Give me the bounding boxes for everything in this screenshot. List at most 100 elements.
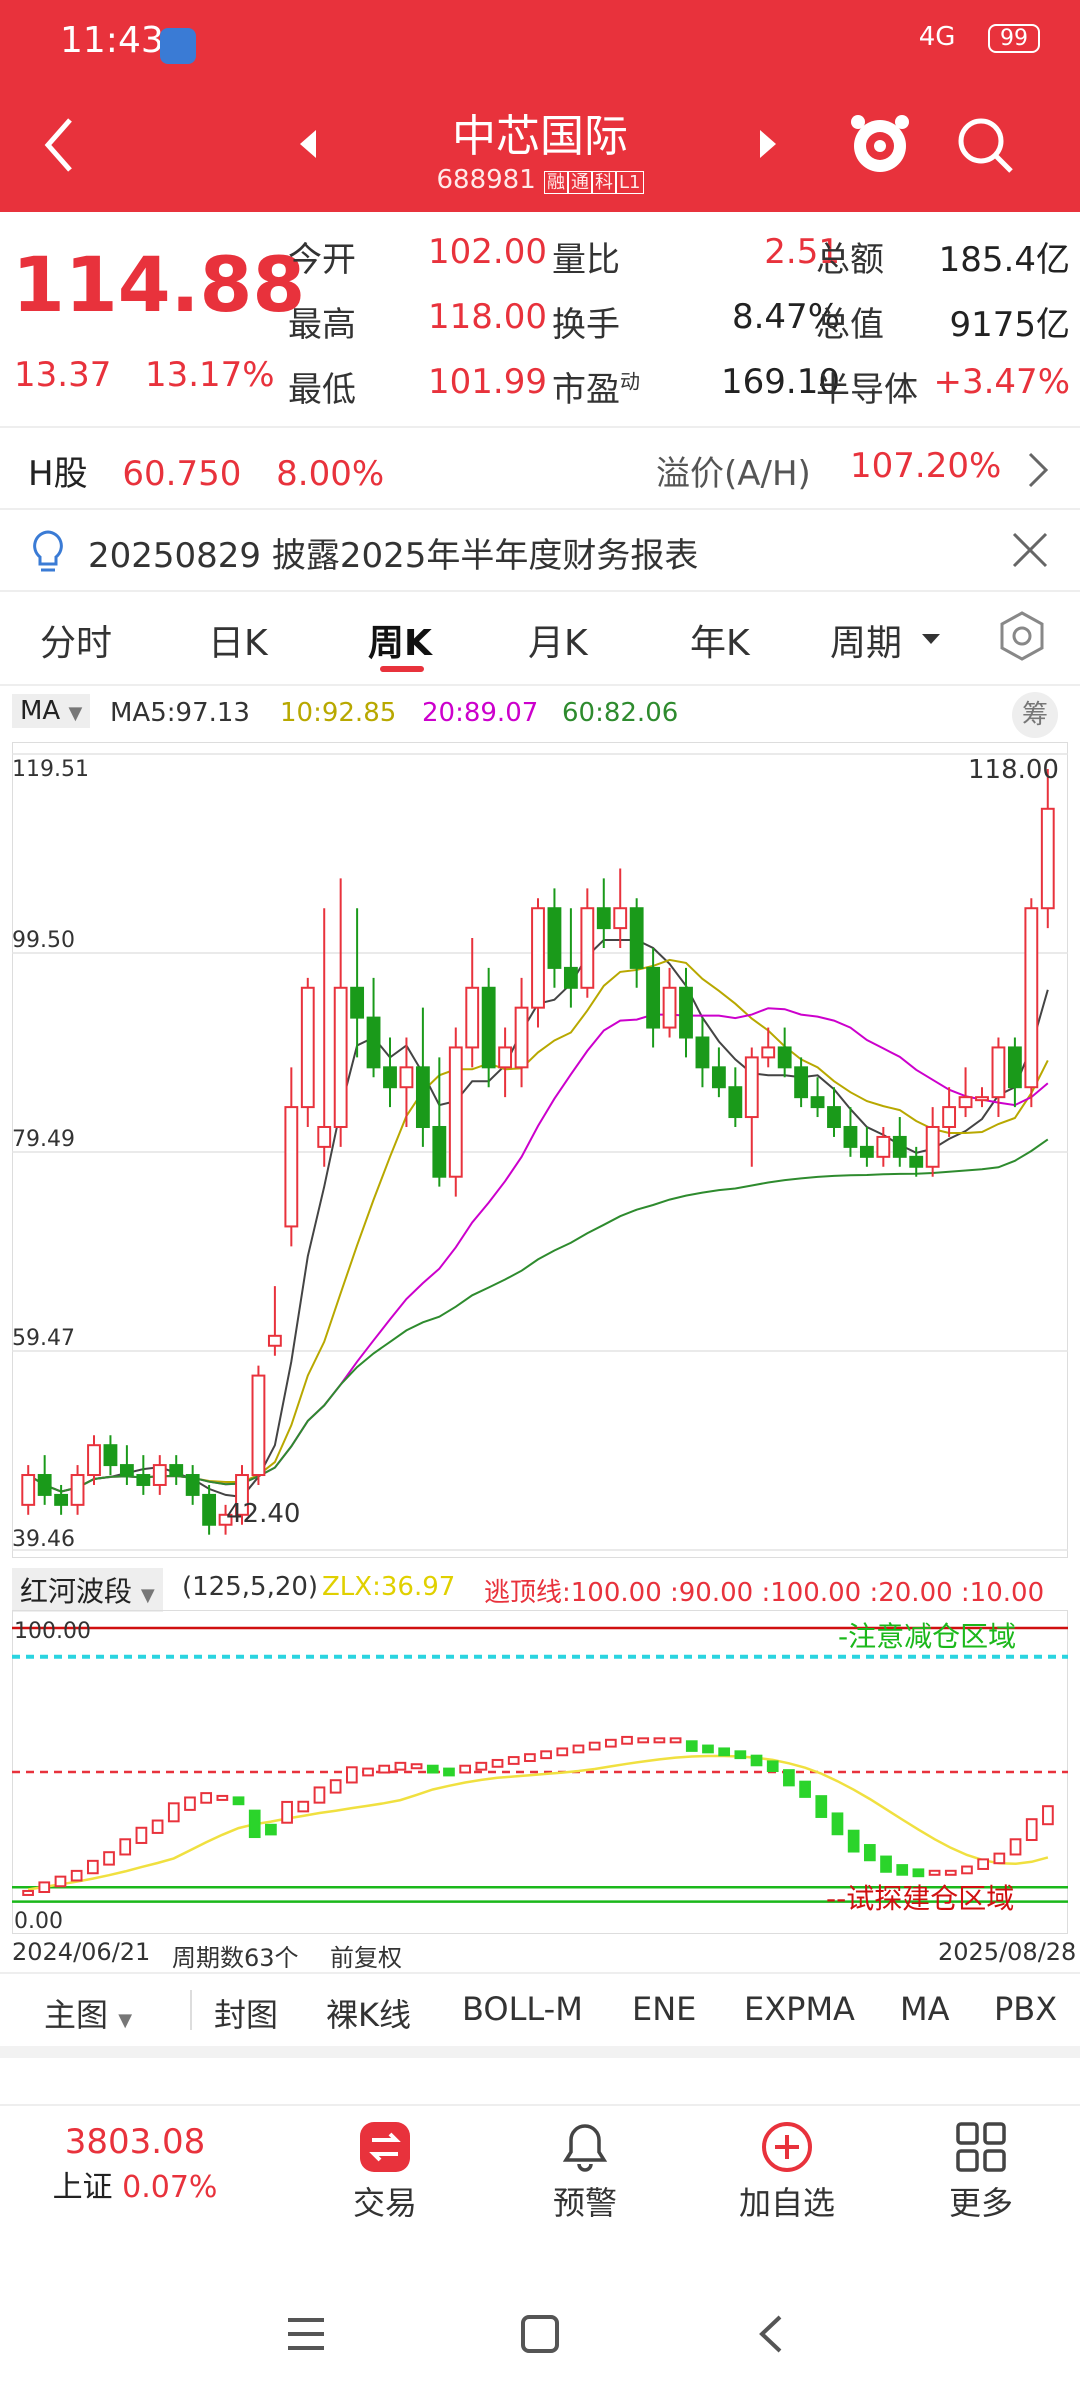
candle-body: [892, 1135, 907, 1158]
add-circle-icon: [762, 2122, 812, 2172]
indicator-bar: [378, 1764, 391, 1774]
candlestick-chart[interactable]: 119.51 99.50 79.49 59.47 39.46 118.00 42.40: [12, 742, 1068, 1558]
candle-body: [448, 1046, 463, 1178]
label-pe: 市盈动: [552, 362, 640, 411]
candle-body: [744, 1056, 759, 1119]
candle: [728, 1067, 743, 1127]
candle: [744, 1047, 759, 1167]
app-notification-icon: [160, 28, 196, 64]
indicator-bar: [604, 1738, 617, 1748]
candle: [267, 1286, 282, 1356]
price-change: 13.37 13.17%: [14, 355, 275, 395]
menu-icon[interactable]: [286, 2316, 326, 2352]
tab-period[interactable]: 周期: [830, 623, 903, 664]
indicator-bar: [685, 1740, 698, 1752]
stock-code: 688981: [436, 165, 536, 195]
candle: [613, 868, 628, 949]
nav-more[interactable]: 更多: [926, 2120, 1036, 2224]
indicator-selector[interactable]: 红河波段 ▼: [12, 1568, 163, 1612]
divider: [0, 590, 1080, 592]
build-position-label: --试探建仓区域: [826, 1882, 1014, 1915]
candle-body: [646, 966, 661, 1029]
candle-body: [432, 1125, 447, 1178]
index-widget[interactable]: 3803.08 上证 0.07%: [40, 2122, 230, 2206]
index-value: 3803.08: [64, 2122, 206, 2162]
settings-icon[interactable]: [996, 610, 1048, 662]
battery-icon: 99: [988, 24, 1040, 53]
notice-bar[interactable]: 20250829 披露2025年半年度财务报表: [28, 522, 1068, 578]
nav-alert[interactable]: 预警: [530, 2120, 640, 2224]
date-start: 2024/06/21: [12, 1938, 151, 1966]
next-stock-icon[interactable]: [760, 130, 776, 158]
y-tick-label: 99.50: [12, 928, 75, 953]
indicator-bar: [944, 1869, 957, 1876]
candle: [103, 1435, 118, 1476]
date-axis: 2024/06/21 周期数63个 前复权 2025/08/28: [12, 1934, 1076, 1972]
candle-body: [531, 907, 545, 1009]
tab-monthly[interactable]: 月K: [528, 623, 588, 664]
ma-bar: MA ▼ MA5:97.13 10:92.85 20:89.07 60:82.0…: [12, 690, 1072, 740]
high-annotation: 118.00: [968, 755, 1059, 785]
indicator-bar: [426, 1764, 439, 1774]
candle: [185, 1465, 200, 1505]
tab-expma[interactable]: EXPMA: [744, 1990, 855, 2028]
candle-body: [103, 1444, 118, 1467]
indicator-bar: [232, 1796, 245, 1806]
tab-ma[interactable]: MA: [900, 1990, 950, 2028]
ma-selector-label: MA: [20, 696, 61, 726]
candle-body: [300, 986, 315, 1109]
prev-stock-icon[interactable]: [300, 130, 316, 158]
candle-body: [777, 1046, 792, 1069]
candle-body: [284, 1106, 299, 1228]
candle: [827, 1087, 841, 1137]
tab-ene[interactable]: ENE: [632, 1990, 697, 2028]
mascot-icon[interactable]: [848, 110, 912, 180]
indicator-bar: [443, 1767, 455, 1777]
candle: [152, 1455, 167, 1495]
chip-distribution-button[interactable]: 筹: [1012, 692, 1058, 738]
nav-trade[interactable]: 交易: [330, 2120, 440, 2224]
close-icon[interactable]: [1012, 532, 1048, 568]
tab-intraday[interactable]: 分时: [40, 623, 113, 664]
indicator-bar: [297, 1800, 310, 1813]
tab-daily[interactable]: 日K: [208, 623, 268, 664]
candle-body: [563, 966, 578, 989]
indicator-bar: [766, 1760, 779, 1773]
home-icon[interactable]: [520, 2314, 560, 2354]
nav-add-watchlist[interactable]: 加自选: [722, 2120, 852, 2224]
hshare-row[interactable]: H股 60.750 8.00% 溢价(A/H) 107.20%: [28, 446, 1068, 495]
tab-seal[interactable]: 封图: [214, 1996, 279, 2034]
candle-body: [333, 986, 348, 1128]
candle-body: [202, 1493, 217, 1526]
nav-add-label: 加自选: [738, 2184, 835, 2222]
ma-line-ma60: [27, 1138, 1049, 1493]
candle: [1024, 898, 1039, 1108]
ma-selector[interactable]: MA ▼: [12, 694, 91, 728]
change-value: 13.37: [14, 355, 112, 395]
candle-body: [37, 1474, 52, 1496]
label-high: 最高: [288, 305, 356, 345]
sector-link[interactable]: 半导体: [816, 370, 918, 410]
indicator-bar: [588, 1741, 601, 1751]
value-open: 102.00: [428, 232, 547, 272]
search-icon[interactable]: [955, 115, 1015, 175]
indicator-chart[interactable]: 100.00 0.00 -注意减仓区域 --试探建仓区域: [12, 1610, 1068, 1934]
tab-weekly[interactable]: 周K: [368, 623, 432, 664]
back-icon[interactable]: [40, 115, 80, 175]
tab-boll-m[interactable]: BOLL-M: [462, 1990, 583, 2028]
tab-pbx[interactable]: PBX: [994, 1990, 1058, 2028]
period-count: 周期数63个: [172, 1944, 299, 1972]
indicator-bar: [621, 1735, 633, 1745]
tab-yearly[interactable]: 年K: [690, 623, 750, 664]
main-chart-selector[interactable]: 主图 ▼: [44, 1990, 132, 2036]
candle: [942, 1087, 957, 1137]
chevron-down-icon: ▼: [118, 2010, 133, 2031]
candle: [432, 1057, 447, 1187]
indicator-bar: [167, 1802, 180, 1823]
candle: [251, 1365, 266, 1485]
tab-naked-k[interactable]: 裸K线: [326, 1996, 411, 2034]
candle-body: [662, 986, 677, 1029]
back-nav-icon[interactable]: [756, 2314, 786, 2354]
indicator-bar: [475, 1761, 488, 1771]
indicator-bar: [119, 1838, 132, 1856]
